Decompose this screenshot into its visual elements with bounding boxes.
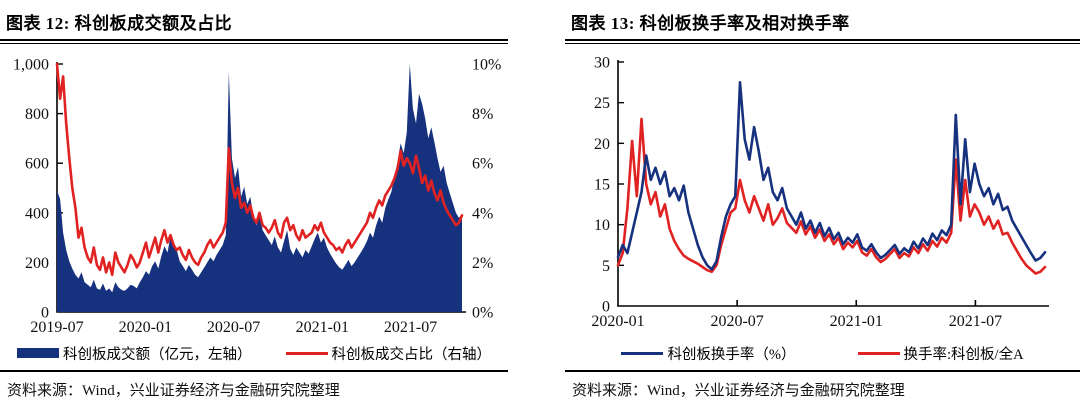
y-tick-label: 15 (594, 177, 610, 194)
x-tick-label: 2021-07 (384, 319, 437, 336)
figure-panels: 图表 12: 科创板成交额及占比 0 200 400 600 800 1,000 0% 2% 4… (0, 0, 1080, 400)
figure-12-panel: 图表 12: 科创板成交额及占比 0 200 400 600 800 1,000 0% 2% 4… (0, 0, 508, 400)
legend-line-swatch-icon (621, 351, 664, 355)
y-tick-label: 200 (25, 255, 49, 272)
figure-12-chart: 0 200 400 600 800 1,000 0% 2% 4% 6% 8% 10% 2019-07 20… (13, 57, 501, 337)
x-tick-label: 2020-01 (119, 319, 172, 336)
figure-12-legend: 科创板成交额（亿元，左轴） 科创板成交占比（右轴） (0, 341, 508, 365)
legend-line-swatch-icon (857, 351, 900, 355)
legend-label: 换手率:科创板/全A (903, 346, 1024, 363)
area-series (57, 64, 462, 312)
legend-label: 科创板成交额（亿元，左轴） (63, 346, 252, 363)
legend-area-swatch-icon (17, 348, 59, 358)
figure-12-source-rule (0, 370, 508, 372)
line-series (616, 117, 1047, 275)
y-tick-label: 400 (25, 205, 49, 222)
y-tick-label: 10 (594, 217, 610, 234)
figure-12-title: 图表 12: 科创板成交额及占比 (6, 14, 233, 33)
figure-13-source-rule (565, 370, 1080, 372)
figure-13-chart: 0 5 10 15 20 25 30 2020-01 2020-07 2021-01 2021-07 (591, 55, 1049, 330)
x-tick-label: 2020-07 (710, 313, 763, 330)
x-tick-label: 2021-01 (830, 313, 883, 330)
figure-12-title-rule (0, 39, 508, 44)
y-right-tick-label: 10% (472, 57, 501, 74)
y-right-tick-label: 0% (472, 305, 493, 322)
figure-13-legend: 科创板换手率（%） 换手率:科创板/全A (565, 341, 1080, 365)
legend-label: 科创板成交占比（右轴） (331, 346, 492, 363)
line-series (616, 80, 1047, 271)
y-tick-label: 1,000 (13, 57, 49, 74)
figure-13-source: 资料来源：Wind，兴业证券经济与金融研究院整理 (572, 383, 905, 399)
legend-item: 科创板成交额（亿元，左轴） (17, 343, 252, 364)
legend-item: 科创板成交占比（右轴） (285, 343, 492, 364)
legend-item: 科创板换手率（%） (621, 343, 796, 364)
y-tick-label: 600 (25, 156, 49, 173)
y-right-tick-label: 8% (472, 106, 493, 123)
line-series (55, 62, 464, 277)
figure-12-source: 资料来源：Wind，兴业证券经济与金融研究院整理 (7, 383, 340, 399)
legend-line-swatch-icon (285, 351, 328, 355)
legend-item: 换手率:科创板/全A (857, 343, 1024, 364)
figure-13-panel: 图表 13: 科创板换手率及相对换手率 0 5 10 15 20 25 30 2020-01 2… (565, 0, 1080, 400)
y-right-tick-label: 2% (472, 255, 493, 272)
legend-label: 科创板换手率（%） (667, 346, 796, 363)
y-tick-label: 30 (594, 55, 610, 72)
x-tick-label: 2021-07 (949, 313, 1002, 330)
y-tick-label: 0 (41, 305, 49, 322)
y-tick-label: 0 (602, 299, 610, 316)
y-tick-label: 5 (602, 258, 610, 275)
x-tick-label: 2020-07 (207, 319, 260, 336)
y-tick-label: 25 (594, 95, 610, 112)
y-tick-label: 800 (25, 106, 49, 123)
y-right-tick-label: 4% (472, 205, 493, 222)
y-tick-label: 20 (594, 136, 610, 153)
x-tick-label: 2019-07 (30, 319, 83, 336)
figure-13-title: 图表 13: 科创板换手率及相对换手率 (571, 14, 850, 33)
y-right-tick-label: 6% (472, 156, 493, 173)
x-tick-label: 2021-01 (296, 319, 349, 336)
x-tick-label: 2020-01 (591, 313, 644, 330)
figure-13-title-rule (565, 39, 1080, 44)
